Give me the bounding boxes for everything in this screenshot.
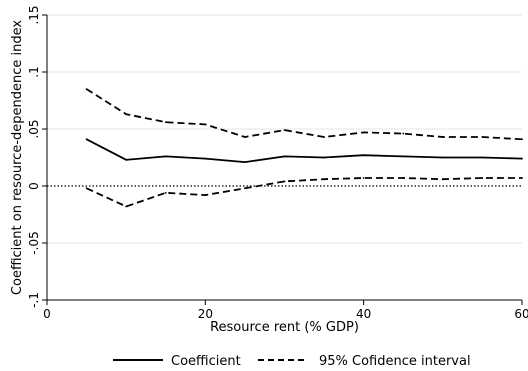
y-tick-label-4: .1 xyxy=(27,66,41,77)
series-1-point-11 xyxy=(521,138,523,141)
series-2-point-0 xyxy=(85,187,88,190)
legend: Coefficient 95% Cofidence interval xyxy=(113,354,471,369)
series-1-point-4 xyxy=(244,136,246,138)
series-1-point-5 xyxy=(283,129,286,132)
x-tick-label-0: 0 xyxy=(43,307,51,321)
series-2-point-2 xyxy=(164,191,167,194)
x-axis-title: Resource rent (% GDP) xyxy=(210,320,359,335)
series-1-point-1 xyxy=(125,113,128,116)
series-2-point-10 xyxy=(481,177,484,179)
y-tick-label-2: 0 xyxy=(27,182,41,190)
series-2-point-8 xyxy=(402,177,405,179)
y-tick-label-0: -.1 xyxy=(27,292,41,308)
x-tick-label-2: 40 xyxy=(356,307,371,321)
series-0-point-7 xyxy=(362,154,365,157)
series-2-point-11 xyxy=(521,177,523,179)
series-2-point-7 xyxy=(362,177,365,179)
series-0-point-10 xyxy=(481,156,484,159)
series-0-point-2 xyxy=(164,155,167,158)
series-1-point-2 xyxy=(164,121,167,124)
series-2-point-3 xyxy=(204,194,207,197)
x-axis-ticks: 0 20 40 60 xyxy=(43,300,528,321)
series-0-point-8 xyxy=(402,155,405,158)
y-tick-label-1: -.05 xyxy=(27,231,41,254)
x-tick-label-1: 20 xyxy=(198,307,213,321)
series-0-point-9 xyxy=(441,156,444,159)
series-2-point-1 xyxy=(125,205,128,208)
legend-label-coefficient: Coefficient xyxy=(171,354,241,369)
series-0-point-1 xyxy=(125,158,128,161)
series-0-point-3 xyxy=(204,157,207,160)
series-0-point-11 xyxy=(521,157,523,160)
series-line-0 xyxy=(86,138,523,164)
series-2-point-9 xyxy=(441,178,444,181)
series-1-point-0 xyxy=(85,88,88,90)
series-0-point-0 xyxy=(85,138,88,141)
series-2-point-4 xyxy=(244,187,246,190)
y-tick-label-5: .15 xyxy=(27,5,41,24)
series-0-point-5 xyxy=(283,155,286,158)
y-axis-title: Coefficient on resource-dependence index xyxy=(10,20,25,295)
legend-label-confidence-interval: 95% Cofidence interval xyxy=(319,354,471,369)
y-axis-ticks: -.1 -.05 0 .05 .1 .15 xyxy=(27,5,47,308)
series-1-point-7 xyxy=(362,131,365,134)
series-line-2 xyxy=(86,177,522,208)
series-line-1 xyxy=(86,88,523,141)
series-1-point-10 xyxy=(481,136,484,138)
series-0-point-4 xyxy=(244,161,246,163)
x-tick-label-3: 60 xyxy=(514,307,528,321)
series-0-point-6 xyxy=(323,156,325,159)
y-tick-label-3: .05 xyxy=(27,119,41,138)
series-2-point-5 xyxy=(283,180,286,183)
series-layer xyxy=(85,88,523,208)
series-1-point-9 xyxy=(441,136,444,138)
series-1-point-8 xyxy=(402,132,405,135)
series-2-point-6 xyxy=(323,178,325,181)
series-1-point-6 xyxy=(323,136,325,138)
series-1-point-3 xyxy=(204,123,207,126)
